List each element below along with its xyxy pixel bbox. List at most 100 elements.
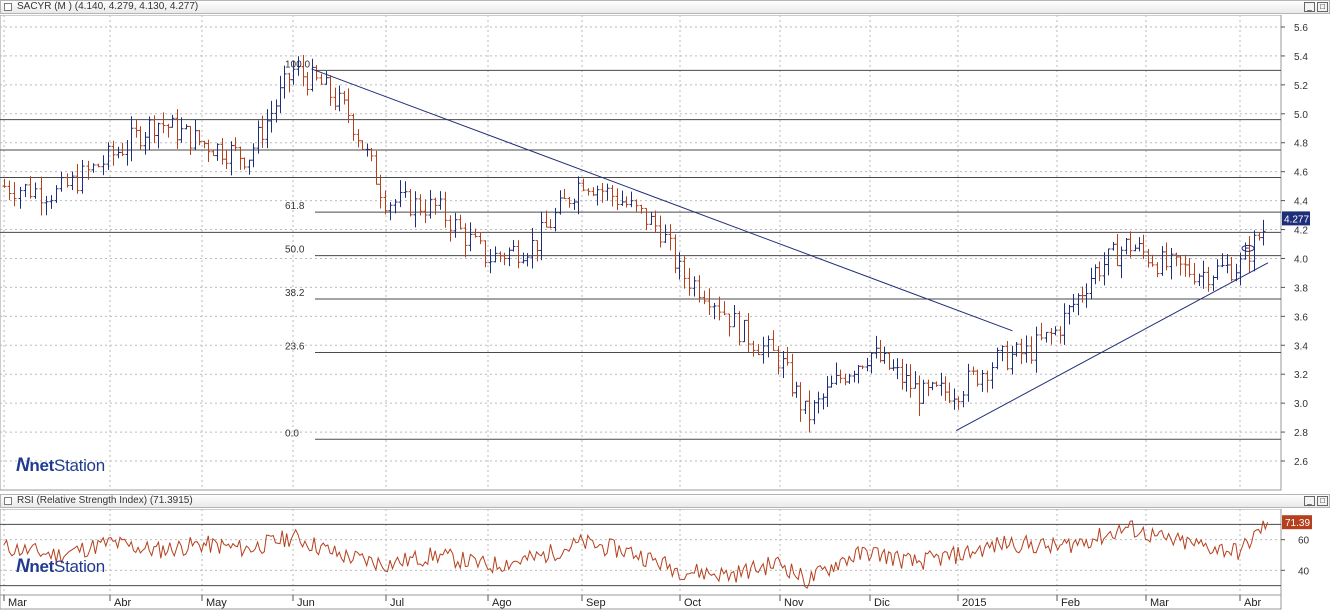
rsi-chart[interactable]: 40 60 71.39 Mar Abr May Jun Jul Ago Sep Oct Nov Dic… bbox=[0, 509, 1332, 610]
ohlc-bar bbox=[829, 375, 834, 388]
price-chart[interactable]: 100.0 61.8 50.0 38.2 23.6 0.0 2.6 2.8 3.0 3.2 3.4… bbox=[0, 15, 1332, 491]
ohlc-bar bbox=[985, 370, 990, 393]
ohlc-bar bbox=[1169, 247, 1174, 280]
minimize-button[interactable]: _ bbox=[1304, 2, 1315, 12]
ohlc-bar bbox=[91, 163, 96, 173]
ohlc-bar bbox=[33, 182, 38, 199]
ohlc-bar bbox=[197, 130, 202, 146]
ohlc-bar bbox=[251, 143, 256, 168]
ohlc-bar bbox=[692, 276, 697, 297]
ohlc-bar bbox=[620, 190, 625, 206]
panel-menu-icon[interactable] bbox=[4, 3, 12, 11]
ohlc-bar bbox=[1164, 242, 1169, 271]
ohlc-bar bbox=[238, 146, 243, 170]
ohlc-bar bbox=[1187, 258, 1192, 278]
ohlc-bar bbox=[990, 362, 995, 389]
ohlc-bar bbox=[746, 312, 751, 352]
ohlc-bar bbox=[147, 116, 152, 150]
marker-ellipse bbox=[1241, 244, 1255, 252]
ohlc-bar bbox=[493, 246, 498, 263]
ohlc-bar bbox=[847, 373, 852, 384]
ohlc-bar bbox=[558, 190, 563, 215]
rsi-tick-label: 40 bbox=[1298, 566, 1310, 577]
ohlc-bar bbox=[766, 335, 771, 358]
ohlc-bar bbox=[742, 319, 747, 343]
price-tick-label: 4.4 bbox=[1294, 197, 1308, 208]
ohlc-bar bbox=[882, 346, 887, 364]
ohlc-bar bbox=[785, 347, 790, 366]
netstation-logo-rsi: NnetStation bbox=[16, 556, 105, 578]
ohlc-bar bbox=[120, 142, 125, 157]
ohlc-bar bbox=[374, 150, 379, 185]
ohlc-bar bbox=[1000, 345, 1005, 362]
ohlc-bar bbox=[1150, 254, 1155, 267]
rsi-panel-title: RSI (Relative Strength Index) (71.3915) bbox=[17, 495, 193, 506]
rsi-maximize-button[interactable]: □ bbox=[1317, 496, 1328, 506]
ohlc-bar bbox=[1229, 257, 1234, 282]
ohlc-bar bbox=[433, 197, 438, 215]
price-tick-label: 4.2 bbox=[1294, 226, 1308, 237]
ohlc-bar bbox=[206, 139, 211, 163]
ohlc-bar bbox=[296, 56, 301, 76]
rsi-panel-menu-icon[interactable] bbox=[4, 497, 12, 505]
ohlc-bar bbox=[1039, 322, 1044, 341]
rsi-last-label-bg bbox=[1282, 515, 1312, 530]
ohlc-bar bbox=[1146, 248, 1151, 268]
ohlc-bar bbox=[825, 376, 830, 408]
ohlc-bar bbox=[865, 357, 870, 372]
rsi-minimize-button[interactable]: _ bbox=[1304, 496, 1315, 506]
price-panel-title: SACYR (M ) (4.140, 4.279, 4.130, 4.277) bbox=[17, 1, 199, 12]
ohlc-bar bbox=[1183, 254, 1188, 277]
ohlc-bar bbox=[790, 353, 795, 397]
ohlc-bar bbox=[1247, 236, 1252, 273]
netstation-logo: NnetStation bbox=[16, 455, 105, 477]
ohlc-bar bbox=[369, 148, 374, 162]
rsi-series-line bbox=[3, 520, 1269, 590]
ohlc-bar bbox=[75, 164, 80, 194]
price-tick-label: 2.6 bbox=[1294, 457, 1308, 468]
ohlc-bar bbox=[278, 75, 283, 114]
ohlc-bar bbox=[453, 212, 458, 238]
ohlc-bar bbox=[956, 396, 961, 410]
ohlc-bar bbox=[535, 239, 540, 262]
ohlc-bar bbox=[567, 196, 572, 208]
ohlc-bar bbox=[952, 388, 957, 410]
fib-label: 100.0 bbox=[285, 59, 310, 70]
ohlc-bar bbox=[1261, 219, 1266, 246]
ohlc-bar bbox=[586, 188, 591, 196]
ohlc-bar bbox=[874, 335, 879, 359]
ohlc-bar bbox=[346, 88, 351, 123]
ohlc-bar bbox=[398, 180, 403, 208]
ohlc-bar bbox=[917, 375, 922, 416]
month-label: Jun bbox=[297, 597, 315, 609]
ohlc-bar bbox=[947, 382, 952, 404]
ohlc-bar bbox=[1097, 261, 1102, 282]
trend-line bbox=[956, 262, 1269, 432]
ohlc-bar bbox=[525, 253, 530, 267]
ohlc-bar bbox=[1206, 266, 1211, 292]
ohlc-bar bbox=[256, 120, 261, 154]
ohlc-bar bbox=[1155, 262, 1160, 278]
ohlc-bar bbox=[413, 191, 418, 228]
month-label: Ago bbox=[492, 597, 512, 609]
ohlc-bar bbox=[473, 228, 478, 238]
rsi-plot-frame bbox=[0, 509, 1282, 610]
ohlc-bar bbox=[1124, 238, 1129, 255]
ohlc-bar bbox=[12, 182, 17, 207]
ohlc-bar bbox=[23, 183, 28, 198]
ohlc-bar bbox=[215, 143, 220, 161]
ohlc-bar bbox=[1010, 345, 1015, 375]
ohlc-bar bbox=[939, 372, 944, 396]
ohlc-bar bbox=[403, 181, 408, 198]
ohlc-bar bbox=[1178, 256, 1183, 276]
ohlc-bar bbox=[816, 391, 821, 414]
price-tick-label: 4.0 bbox=[1294, 254, 1308, 265]
ohlc-bar bbox=[1201, 260, 1206, 289]
maximize-button[interactable]: □ bbox=[1317, 2, 1328, 12]
ohlc-bar bbox=[1034, 326, 1039, 373]
ohlc-bar bbox=[677, 252, 682, 280]
month-label: Abr bbox=[114, 597, 131, 609]
ohlc-bar bbox=[1252, 230, 1257, 272]
ohlc-bar bbox=[644, 207, 649, 231]
ohlc-bar bbox=[2, 178, 7, 188]
